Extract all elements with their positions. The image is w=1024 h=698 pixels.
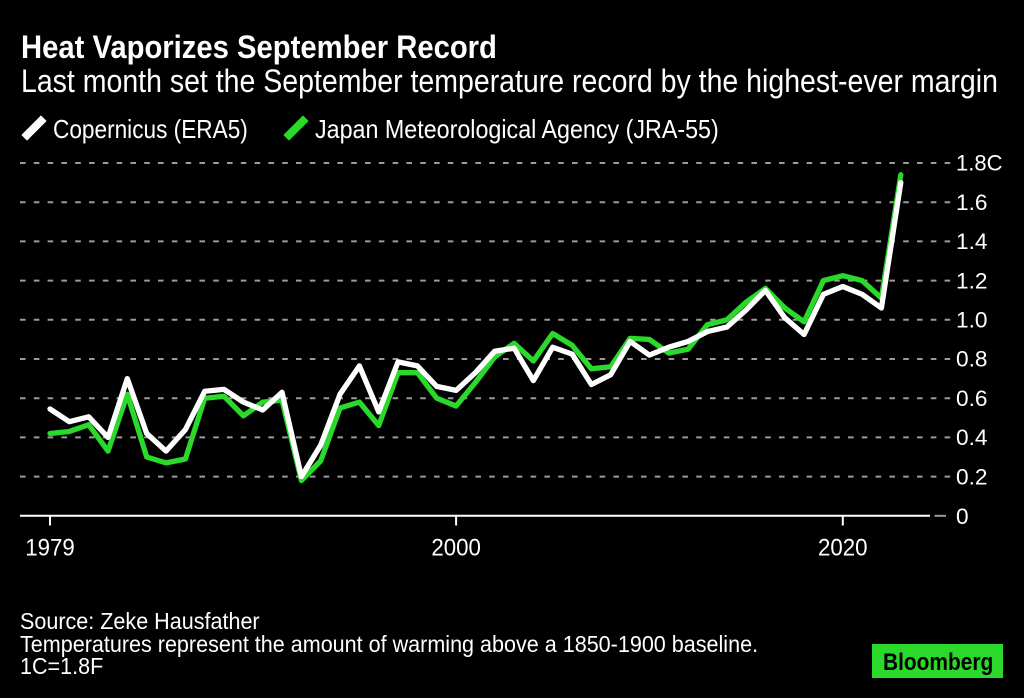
svg-text:0.4: 0.4 <box>956 425 988 450</box>
svg-text:0.2: 0.2 <box>956 464 988 489</box>
svg-text:1979: 1979 <box>25 535 75 562</box>
svg-text:0.6: 0.6 <box>956 386 988 411</box>
svg-text:2020: 2020 <box>818 535 868 562</box>
svg-text:1.2: 1.2 <box>956 268 988 293</box>
svg-text:1.8C: 1.8C <box>956 151 1003 176</box>
svg-text:1.6: 1.6 <box>956 190 988 215</box>
svg-text:1.4: 1.4 <box>956 229 988 254</box>
svg-text:0.8: 0.8 <box>956 347 988 372</box>
svg-text:1.0: 1.0 <box>956 308 988 333</box>
svg-text:0: 0 <box>956 504 969 529</box>
svg-text:2000: 2000 <box>431 535 481 562</box>
